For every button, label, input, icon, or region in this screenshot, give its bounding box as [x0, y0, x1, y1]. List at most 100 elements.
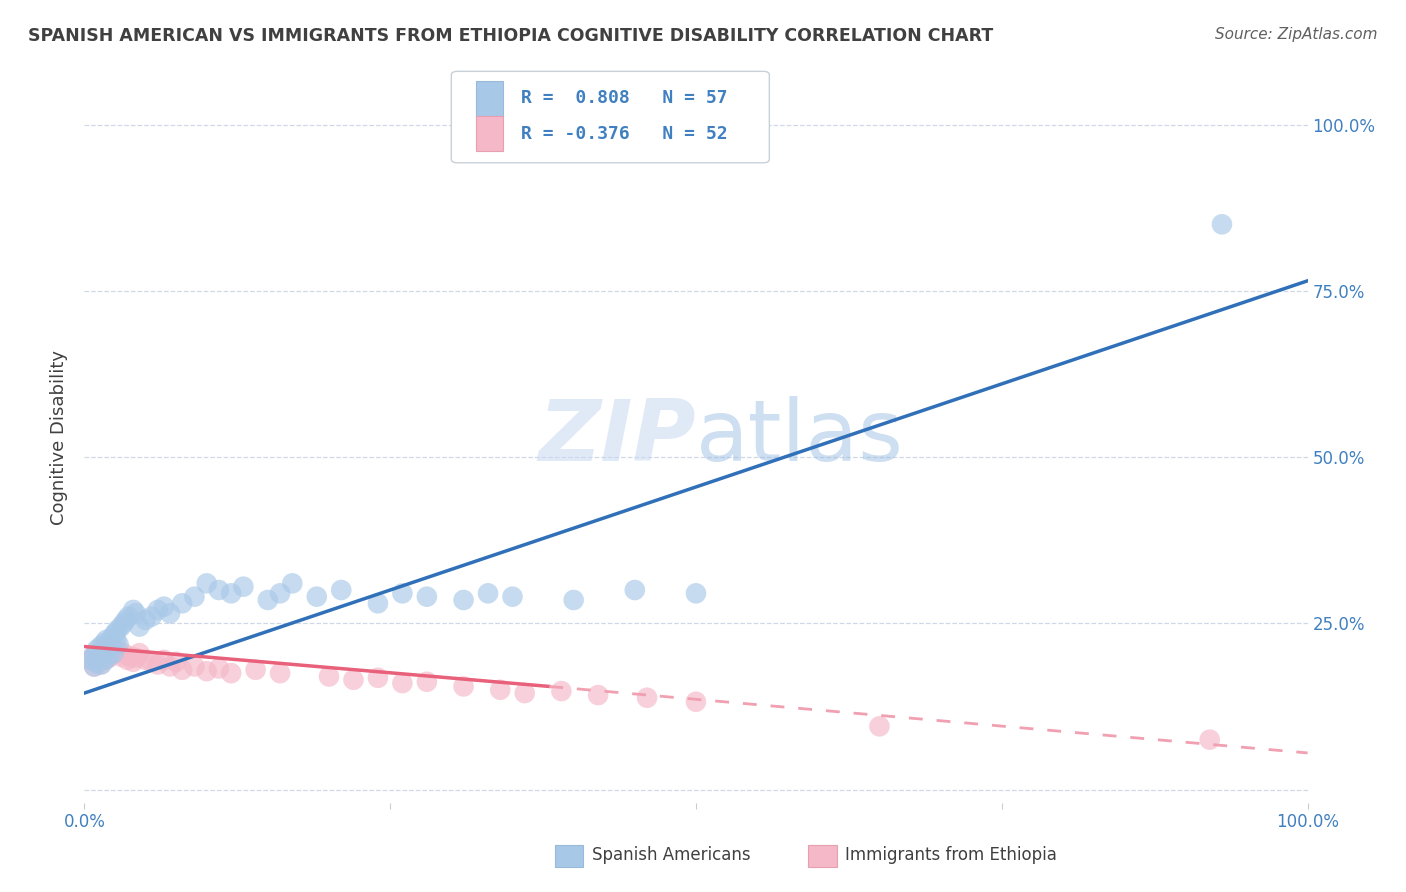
Point: [172, 663, 194, 677]
Point: [869, 719, 891, 733]
Point: [98, 635, 121, 649]
FancyBboxPatch shape: [451, 71, 769, 163]
Point: [97, 646, 120, 660]
Point: [97, 638, 120, 652]
Point: [89, 640, 111, 654]
Point: [367, 596, 389, 610]
Point: [232, 580, 254, 594]
Point: [110, 649, 132, 664]
Point: [87, 650, 110, 665]
Point: [330, 582, 353, 597]
Point: [93, 643, 115, 657]
Point: [115, 653, 138, 667]
Point: [101, 640, 124, 654]
Point: [367, 671, 389, 685]
Bar: [475, 116, 503, 151]
Point: [165, 655, 187, 669]
Point: [305, 590, 328, 604]
Point: [146, 657, 169, 672]
Point: [86, 643, 108, 657]
Point: [103, 646, 125, 660]
Point: [183, 590, 205, 604]
Point: [586, 688, 609, 702]
Point: [219, 586, 242, 600]
Point: [562, 593, 585, 607]
Point: [100, 648, 122, 663]
Point: [685, 586, 707, 600]
Point: [86, 656, 108, 670]
Point: [91, 648, 114, 663]
Point: [636, 690, 658, 705]
Bar: [475, 81, 503, 116]
Point: [98, 643, 121, 657]
Point: [117, 609, 139, 624]
Point: [269, 586, 291, 600]
Point: [104, 646, 127, 660]
Point: [79, 653, 101, 667]
Point: [79, 653, 101, 667]
Point: [416, 674, 439, 689]
Point: [97, 649, 120, 664]
Point: [105, 632, 128, 647]
Point: [91, 648, 114, 663]
Point: [83, 659, 105, 673]
Point: [86, 655, 108, 669]
Point: [257, 593, 280, 607]
Point: [82, 649, 104, 664]
Text: Immigrants from Ethiopia: Immigrants from Ethiopia: [845, 846, 1057, 863]
Point: [153, 653, 176, 667]
Point: [502, 590, 524, 604]
Text: R =  0.808   N = 57: R = 0.808 N = 57: [522, 89, 728, 107]
Point: [208, 582, 231, 597]
Point: [115, 613, 138, 627]
Point: [83, 659, 105, 673]
Point: [342, 673, 364, 687]
Text: atlas: atlas: [696, 395, 904, 479]
Point: [122, 655, 145, 669]
Point: [281, 576, 304, 591]
Text: R = -0.376   N = 52: R = -0.376 N = 52: [522, 125, 728, 143]
Point: [100, 640, 122, 654]
Text: ZIP: ZIP: [538, 395, 696, 479]
Point: [513, 686, 536, 700]
Point: [195, 664, 218, 678]
Point: [96, 632, 118, 647]
Point: [159, 607, 181, 621]
Point: [87, 650, 110, 665]
Point: [550, 684, 572, 698]
Point: [135, 653, 157, 667]
Point: [110, 619, 132, 633]
Point: [101, 630, 124, 644]
Point: [141, 655, 163, 669]
Point: [153, 599, 176, 614]
Point: [318, 669, 340, 683]
Point: [94, 653, 117, 667]
Point: [104, 626, 127, 640]
Point: [112, 616, 135, 631]
Point: [93, 636, 115, 650]
Text: SPANISH AMERICAN VS IMMIGRANTS FROM ETHIOPIA COGNITIVE DISABILITY CORRELATION CH: SPANISH AMERICAN VS IMMIGRANTS FROM ETHI…: [28, 27, 994, 45]
Point: [172, 596, 194, 610]
Point: [146, 603, 169, 617]
Point: [90, 657, 112, 672]
Text: Spanish Americans: Spanish Americans: [592, 846, 751, 863]
Point: [391, 586, 413, 600]
Point: [96, 640, 118, 654]
Point: [489, 682, 512, 697]
Point: [105, 643, 128, 657]
Point: [87, 646, 110, 660]
Point: [94, 653, 117, 667]
Point: [219, 666, 242, 681]
Point: [89, 657, 111, 672]
Point: [1211, 217, 1233, 231]
Point: [624, 582, 647, 597]
Point: [120, 649, 142, 664]
Point: [208, 661, 231, 675]
Point: [477, 586, 499, 600]
Point: [105, 623, 128, 637]
Point: [269, 666, 291, 681]
Point: [128, 619, 150, 633]
Point: [453, 593, 475, 607]
Point: [125, 650, 148, 665]
Point: [453, 680, 475, 694]
